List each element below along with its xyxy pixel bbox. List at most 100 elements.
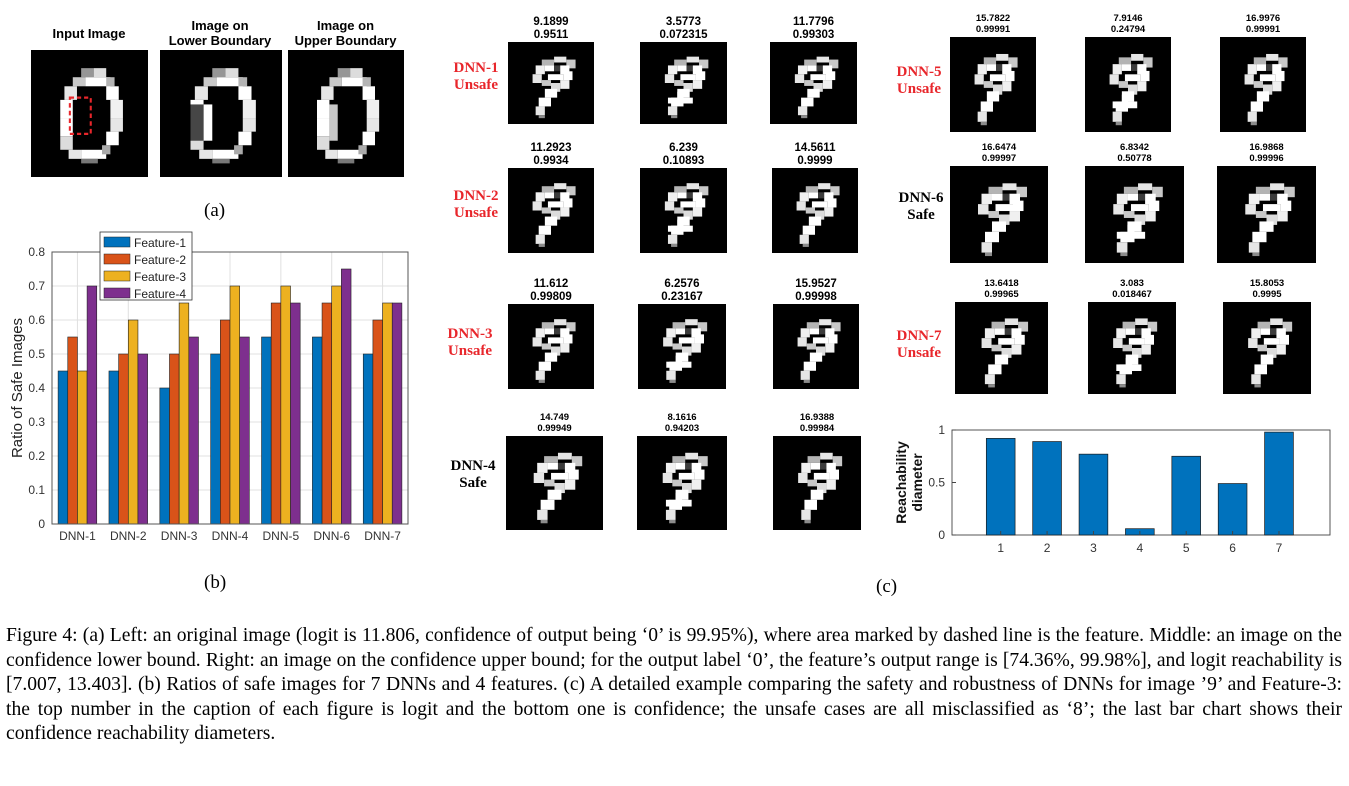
y-tick-label: 0.5	[928, 476, 945, 490]
logit-confidence-label: 11.7796 0.99303	[760, 16, 867, 42]
nine-digit-image	[1085, 166, 1184, 263]
dnn-label: DNN-7 Unsafe	[891, 328, 947, 362]
header-upper-boundary: Image on Upper Boundary	[294, 18, 397, 48]
x-tick-label: DNN-2	[110, 529, 147, 543]
confidence-value: 0.10893	[662, 155, 705, 167]
caption-part-2: , and logit reachability is	[1146, 649, 1342, 671]
bar-feature-4	[188, 336, 199, 525]
logit-confidence-label: 16.9868 0.99996	[1207, 142, 1326, 164]
label-c: (c)	[876, 576, 898, 597]
x-tick-label: 2	[1044, 541, 1051, 555]
safe-ratio-bar-chart: 0 0.1 0.2 0.3 0.4 0.5 0.6 0.7 0.8 DNN-1 DNN-2 DNN-3…	[9, 231, 409, 543]
dnn-status: Unsafe	[453, 77, 499, 93]
dnn-name: DNN-3	[447, 326, 493, 342]
dnn-label: DNN-5 Unsafe	[891, 64, 947, 98]
y-axis-label: Ratio of Safe Images	[9, 318, 26, 458]
reachability-diameter-chart: 0 0.5 1 1 2 3 4 5 6 7 Reachability diameter	[893, 423, 1331, 555]
logit-value: 14.5611	[794, 142, 836, 154]
nine-digit-image	[950, 37, 1036, 132]
nine-digit-image	[1223, 302, 1311, 394]
dnn-status: Unsafe	[453, 205, 499, 221]
logit-confidence-label: 15.7822 0.99991	[940, 13, 1046, 35]
diameter-bar	[1171, 455, 1201, 536]
y-tick-label: 0.7	[28, 279, 45, 293]
confidence-value: 0.9999	[797, 155, 833, 167]
y-tick-label: 0.6	[28, 313, 45, 327]
logit-value: 3.5773	[665, 16, 702, 28]
logit-value: 16.9868	[1249, 142, 1284, 153]
logit-confidence-label: 16.9388 0.99984	[763, 412, 871, 434]
bar-feature-1	[312, 336, 323, 525]
confidence-value: 0.9511	[533, 29, 569, 41]
logit-value: 15.8053	[1249, 278, 1285, 289]
dnn-label: DNN-3 Unsafe	[442, 326, 498, 360]
confidence-value: 0.072315	[659, 29, 708, 41]
logit-value: 16.6474	[981, 142, 1017, 153]
y-tick-label: 0.4	[28, 381, 45, 395]
confidence-value: 0.018467	[1112, 289, 1152, 300]
dnn-status: Safe	[459, 475, 487, 491]
caption-part-1: Figure 4: (a) Left: an original image (l…	[6, 625, 1342, 671]
diameter-bar	[1032, 441, 1062, 536]
y-tick-label: 0.3	[28, 415, 45, 429]
x-tick-label: DNN-7	[364, 529, 401, 543]
nine-digit-image	[1220, 37, 1306, 132]
nine-digit-image	[506, 436, 603, 530]
y-axis-label: diameter	[909, 453, 925, 512]
nine-digit-image	[637, 436, 727, 530]
bar-feature-3	[178, 302, 190, 525]
confidence-value: 0.94203	[664, 423, 700, 434]
logit-confidence-label: 6.2576 0.23167	[628, 278, 736, 304]
legend: Feature-1 Feature-2 Feature-3 Feature-4	[99, 231, 193, 301]
bar-feature-4	[239, 336, 250, 525]
bar-feature-4	[290, 302, 301, 525]
dnn-label: DNN-1 Unsafe	[448, 60, 504, 94]
bar-feature-4	[137, 353, 148, 525]
nine-digit-image	[638, 304, 726, 389]
bar-feature-1	[362, 353, 374, 525]
dnn-status: Unsafe	[447, 343, 493, 359]
logit-confidence-label: 3.083 0.018467	[1078, 278, 1186, 300]
nine-digit-image	[508, 168, 594, 253]
legend-label: Feature-3	[134, 270, 186, 284]
dnn-name: DNN-4	[450, 458, 496, 474]
logit-confidence-label: 16.6474 0.99997	[940, 142, 1058, 164]
bar-feature-4	[391, 302, 403, 525]
upper-boundary-image	[288, 50, 404, 177]
logit-value: 9.1899	[533, 16, 569, 28]
bar-feature-1	[108, 370, 119, 525]
y-axis-label: Reachability	[893, 441, 909, 524]
legend-label: Feature-4	[134, 287, 186, 301]
logit-value: 16.9976	[1245, 13, 1281, 24]
logit-value: 6.8342	[1119, 142, 1150, 153]
bar-feature-3	[331, 285, 342, 525]
caption-logit-range: [7.007, 13.403]	[6, 674, 128, 695]
bar-feature-4	[341, 268, 352, 525]
logit-value: 6.2576	[664, 278, 700, 290]
y-tick-label: 0.5	[28, 347, 45, 361]
bar-feature-3	[382, 302, 393, 525]
x-tick-label: DNN-1	[59, 529, 96, 543]
logit-confidence-label: 16.9976 0.99991	[1210, 13, 1316, 35]
nine-digit-image	[1085, 37, 1171, 132]
dnn-name: DNN-6	[898, 190, 944, 206]
confidence-value: 0.99303	[792, 29, 835, 41]
x-tick-label: DNN-4	[212, 529, 249, 543]
logit-confidence-label: 13.6418 0.99965	[945, 278, 1058, 300]
logit-value: 11.2923	[530, 142, 572, 154]
bar-feature-2	[321, 302, 333, 525]
y-tick-label: 0.2	[28, 449, 45, 463]
logit-confidence-label: 14.749 0.99949	[496, 412, 613, 434]
dnn-label: DNN-2 Unsafe	[448, 188, 504, 222]
header-lower-boundary: Image on Lower Boundary	[168, 18, 272, 48]
nine-digit-image	[955, 302, 1048, 394]
bar-feature-2	[118, 353, 129, 525]
bar-feature-2	[67, 336, 78, 525]
label-a: (a)	[204, 200, 226, 221]
bar-feature-2	[220, 319, 231, 525]
dnn-name: DNN-1	[453, 60, 499, 76]
nine-digit-image	[640, 168, 727, 253]
plot-frame	[51, 251, 409, 525]
logit-confidence-label: 14.5611 0.9999	[762, 142, 868, 168]
confidence-value: 0.99991	[1245, 24, 1281, 35]
